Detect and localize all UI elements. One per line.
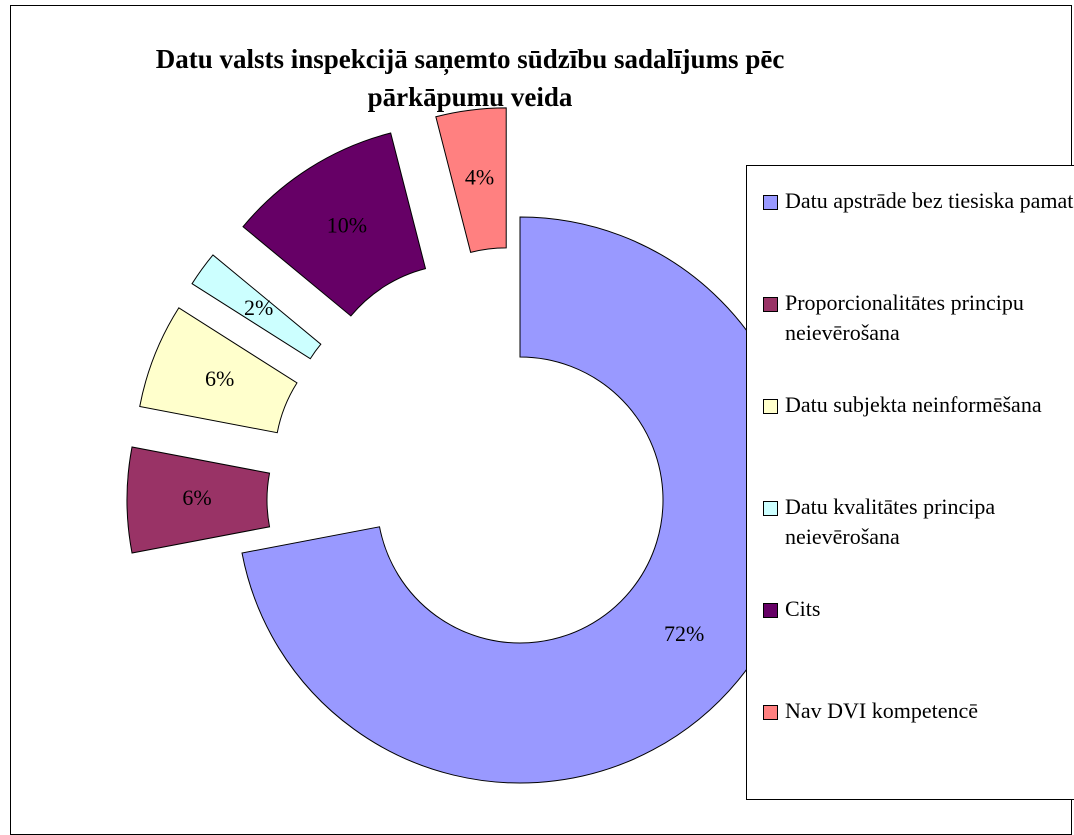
- legend-label: Nav DVI kompetencē: [785, 698, 979, 723]
- legend-swatch: [763, 195, 778, 210]
- legend-label: Datu apstrāde bez tiesiska pamata: [785, 188, 1074, 213]
- legend-entry: Cits: [763, 594, 1074, 624]
- legend-entry: Nav DVI kompetencē: [763, 696, 1074, 726]
- data-label: 6%: [182, 485, 211, 510]
- legend-label: Proporcionalitātes principu neievērošana: [785, 290, 1024, 345]
- data-label: 4%: [465, 165, 494, 190]
- pie-slice: [435, 107, 507, 253]
- legend: Datu apstrāde bez tiesiska pamata Proporc…: [746, 165, 1074, 800]
- data-label: 6%: [205, 366, 234, 391]
- pie-slice: [139, 307, 298, 434]
- pie-slice: [191, 254, 322, 360]
- legend-label: Datu kvalitātes principa neievērošana: [785, 494, 996, 549]
- data-label: 2%: [244, 295, 273, 320]
- data-label: 72%: [664, 621, 704, 646]
- chart-title: Datu valsts inspekcijā saņemto sūdzību s…: [155, 44, 785, 112]
- pie-slice: [241, 216, 804, 784]
- legend-entry: Datu subjekta neinformēšana: [763, 390, 1074, 420]
- pie-slice: [242, 132, 427, 317]
- legend-label: Cits: [785, 596, 821, 621]
- legend-swatch: [763, 297, 778, 312]
- legend-entry: Datu apstrāde bez tiesiska pamata: [763, 186, 1074, 216]
- legend-swatch: [763, 603, 778, 618]
- legend-label: Datu subjekta neinformēšana: [785, 392, 1042, 417]
- legend-entry: Proporcionalitātes principu neievērošana: [763, 288, 1074, 348]
- legend-swatch: [763, 705, 778, 720]
- legend-swatch: [763, 501, 778, 516]
- legend-swatch: [763, 399, 778, 414]
- pie-slice: [126, 446, 271, 554]
- legend-entry: Datu kvalitātes principa neievērošana: [763, 492, 1074, 552]
- data-label: 10%: [327, 212, 367, 237]
